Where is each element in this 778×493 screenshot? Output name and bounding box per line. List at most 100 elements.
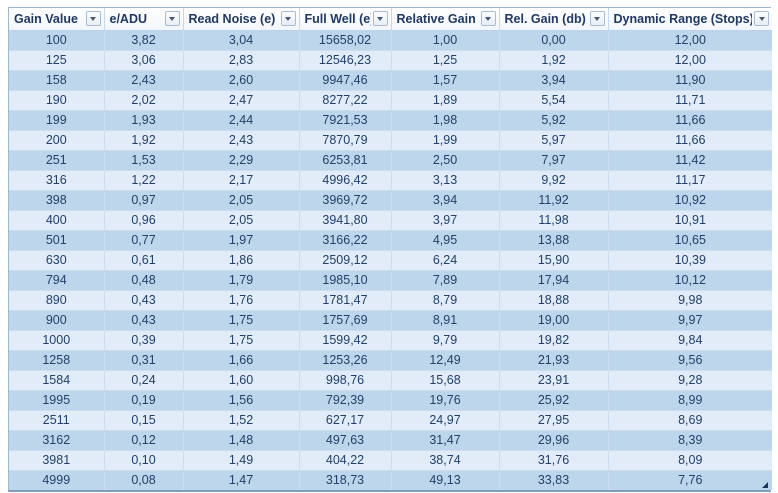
table-cell[interactable]: 1,79 [183,270,300,291]
table-cell[interactable]: 627,17 [299,410,392,431]
table-cell[interactable]: 8,99 [608,390,772,411]
table-cell[interactable]: 630 [9,250,105,271]
table-cell[interactable]: 10,12 [608,270,772,291]
table-cell[interactable]: 1,76 [183,290,300,311]
table-cell[interactable]: 17,94 [499,270,609,291]
table-cell[interactable]: 2,05 [183,210,300,231]
table-cell[interactable]: 3981 [9,450,105,471]
table-cell[interactable]: 6253,81 [299,150,392,171]
table-cell[interactable]: 3162 [9,430,105,451]
table-cell[interactable]: 5,92 [499,110,609,131]
table-cell[interactable]: 3,06 [104,50,184,71]
table-cell[interactable]: 199 [9,110,105,131]
table-cell[interactable]: 1000 [9,330,105,351]
table-cell[interactable]: 12,00 [608,30,772,51]
table-cell[interactable]: 1,92 [104,130,184,151]
table-cell[interactable]: 11,42 [608,150,772,171]
table-cell[interactable]: 1985,10 [299,270,392,291]
table-cell[interactable]: 0,31 [104,350,184,371]
table-cell[interactable]: 13,88 [499,230,609,251]
table-cell[interactable]: 1584 [9,370,105,391]
table-cell[interactable]: 4996,42 [299,170,392,191]
table-cell[interactable]: 1781,47 [299,290,392,311]
table-cell[interactable]: 0,39 [104,330,184,351]
table-cell[interactable]: 8,79 [391,290,500,311]
table-cell[interactable]: 2,83 [183,50,300,71]
filter-dropdown-button[interactable] [754,11,769,27]
table-cell[interactable]: 0,48 [104,270,184,291]
table-cell[interactable]: 8,91 [391,310,500,331]
table-cell[interactable]: 400 [9,210,105,231]
table-cell[interactable]: 3,94 [499,70,609,91]
table-cell[interactable]: 1599,42 [299,330,392,351]
table-cell[interactable]: 7921,53 [299,110,392,131]
filter-dropdown-button[interactable] [164,11,180,27]
table-cell[interactable]: 9,98 [608,290,772,311]
table-cell[interactable]: 6,24 [391,250,500,271]
table-cell[interactable]: 4,95 [391,230,500,251]
table-cell[interactable]: 29,96 [499,430,609,451]
table-cell[interactable]: 998,76 [299,370,392,391]
table-cell[interactable]: 11,17 [608,170,772,191]
table-cell[interactable]: 0,08 [104,470,184,490]
table-cell[interactable]: 27,95 [499,410,609,431]
filter-dropdown-button[interactable] [589,11,605,27]
table-cell[interactable]: 31,76 [499,450,609,471]
table-cell[interactable]: 38,74 [391,450,500,471]
table-cell[interactable]: 2511 [9,410,105,431]
table-cell[interactable]: 15,90 [499,250,609,271]
table-cell[interactable]: 2509,12 [299,250,392,271]
table-cell[interactable]: 2,47 [183,90,300,111]
table-cell[interactable]: 12546,23 [299,50,392,71]
table-cell[interactable]: 1995 [9,390,105,411]
filter-dropdown-button[interactable] [280,11,296,27]
table-cell[interactable]: 10,65 [608,230,772,251]
table-cell[interactable]: 9,84 [608,330,772,351]
table-cell[interactable]: 2,05 [183,190,300,211]
filter-dropdown-button[interactable] [85,11,101,27]
table-cell[interactable]: 19,00 [499,310,609,331]
table-cell[interactable]: 9,56 [608,350,772,371]
table-cell[interactable]: 15658,02 [299,30,392,51]
table-cell[interactable]: 11,92 [499,190,609,211]
table-cell[interactable]: 1,89 [391,90,500,111]
table-cell[interactable]: 3,13 [391,170,500,191]
table-cell[interactable]: 18,88 [499,290,609,311]
table-cell[interactable]: 0,24 [104,370,184,391]
table-cell[interactable]: 0,43 [104,290,184,311]
table-cell[interactable]: 3,82 [104,30,184,51]
table-cell[interactable]: 7,97 [499,150,609,171]
table-cell[interactable]: 1,60 [183,370,300,391]
table-cell[interactable]: 0,96 [104,210,184,231]
table-cell[interactable]: 19,76 [391,390,500,411]
table-cell[interactable]: 1,99 [391,130,500,151]
table-cell[interactable]: 1,57 [391,70,500,91]
table-cell[interactable]: 4999 [9,470,105,490]
table-cell[interactable]: 792,39 [299,390,392,411]
table-cell[interactable]: 1,98 [391,110,500,131]
table-cell[interactable]: 15,68 [391,370,500,391]
table-cell[interactable]: 12,00 [608,50,772,71]
table-cell[interactable]: 100 [9,30,105,51]
table-cell[interactable]: 3,97 [391,210,500,231]
table-cell[interactable]: 9,79 [391,330,500,351]
table-cell[interactable]: 1757,69 [299,310,392,331]
table-cell[interactable]: 1,53 [104,150,184,171]
table-cell[interactable]: 10,39 [608,250,772,271]
table-cell[interactable]: 9,97 [608,310,772,331]
table-cell[interactable]: 8,39 [608,430,772,451]
table-cell[interactable]: 2,60 [183,70,300,91]
table-cell[interactable]: 10,92 [608,190,772,211]
table-cell[interactable]: 318,73 [299,470,392,490]
table-cell[interactable]: 890 [9,290,105,311]
table-cell[interactable]: 1,97 [183,230,300,251]
table-cell[interactable]: 1,49 [183,450,300,471]
table-cell[interactable]: 7,76 [608,470,772,490]
table-cell[interactable]: 0,77 [104,230,184,251]
table-cell[interactable]: 2,17 [183,170,300,191]
table-cell[interactable]: 0,12 [104,430,184,451]
table-cell[interactable]: 1,48 [183,430,300,451]
table-cell[interactable]: 33,83 [499,470,609,490]
table-cell[interactable]: 190 [9,90,105,111]
filter-dropdown-button[interactable] [480,11,496,27]
